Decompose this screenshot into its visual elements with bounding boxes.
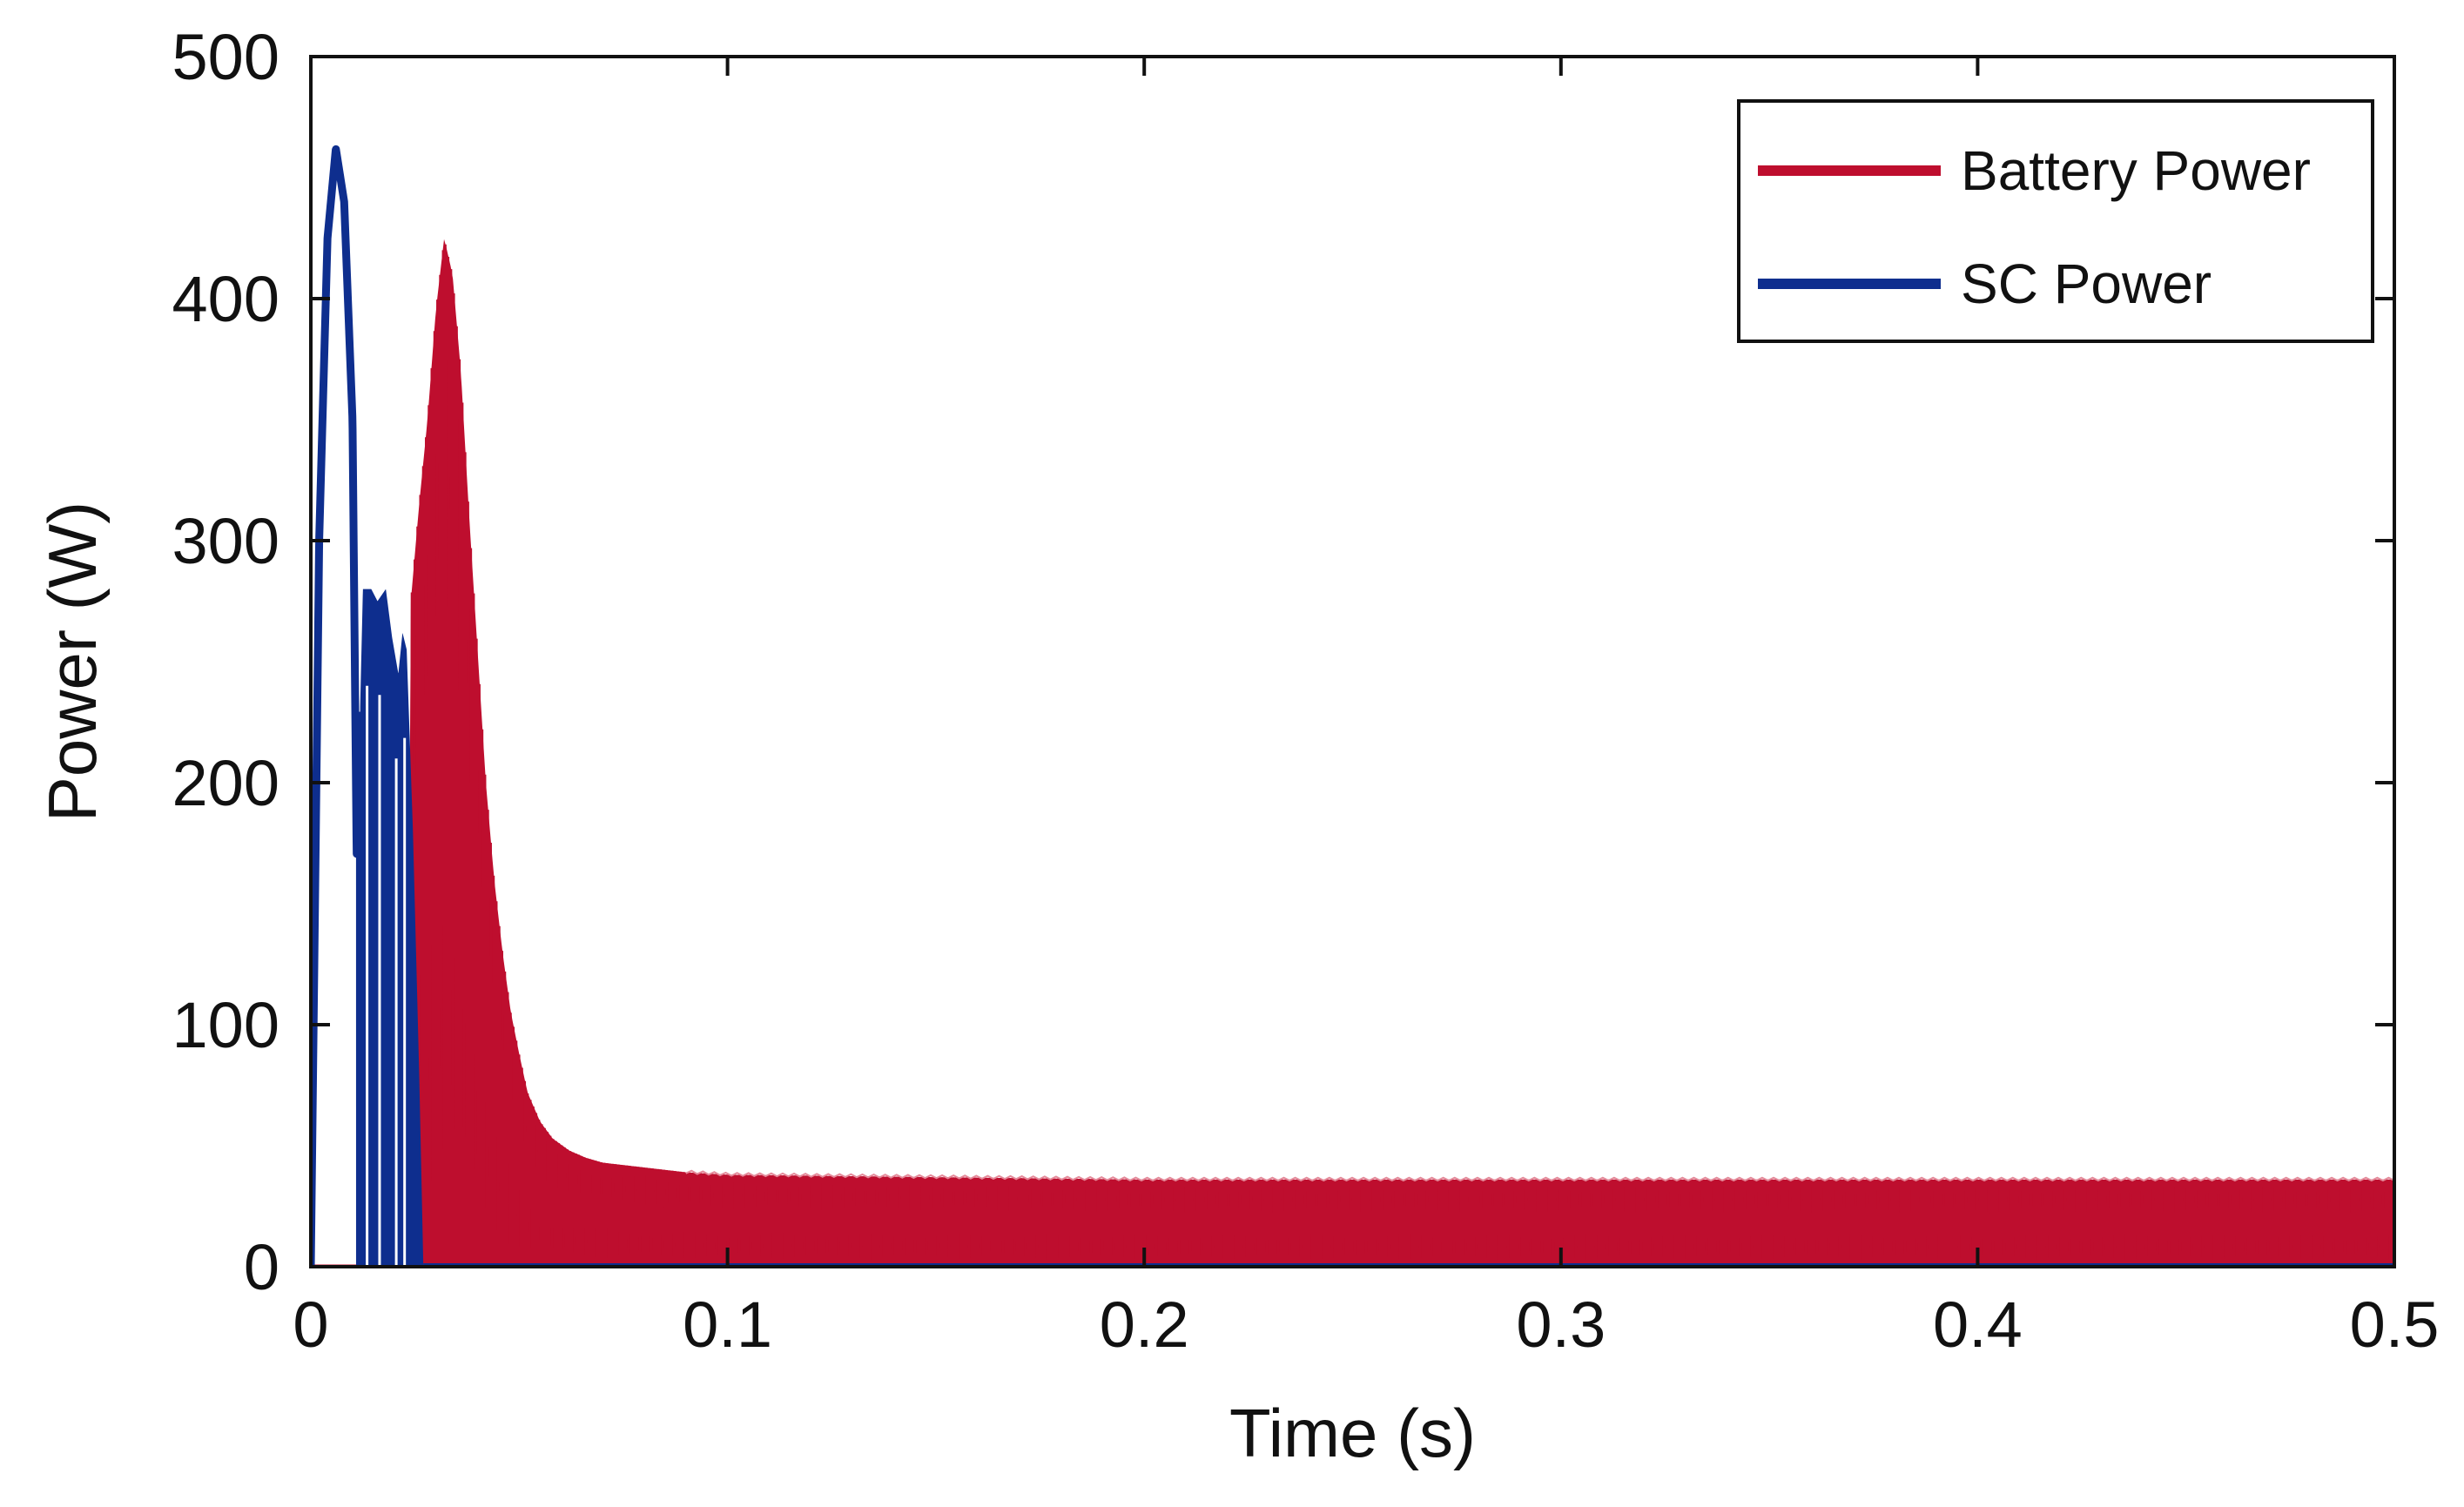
y-tick-label: 0 <box>244 1231 279 1303</box>
battery-power-edge <box>685 1169 2394 1182</box>
legend-label: Battery Power <box>1961 139 2311 202</box>
x-tick-label: 0 <box>293 1288 328 1361</box>
series-battery-power <box>311 239 2394 1267</box>
x-tick-label: 0.5 <box>2350 1288 2440 1361</box>
y-tick-label: 500 <box>172 21 279 93</box>
y-tick-label: 300 <box>172 505 279 577</box>
y-tick-label: 400 <box>172 263 279 335</box>
axes-box <box>309 55 2396 1268</box>
axes: 0 0.1 0.2 0.3 0.4 0.5 0 100 200 300 400 500 Time (s)… <box>34 21 2439 1471</box>
legend-label: SC Power <box>1961 252 2212 315</box>
sc-power-envelope <box>360 589 424 1267</box>
x-tick-label: 0.2 <box>1100 1288 1189 1361</box>
x-tick-label: 0.1 <box>683 1288 772 1361</box>
y-axis-title: Power (W) <box>34 501 111 822</box>
y-tick-label: 100 <box>172 989 279 1061</box>
sc-power-line <box>311 145 364 1267</box>
x-axis-title: Time (s) <box>1229 1395 1476 1471</box>
battery-power-line <box>407 244 2394 1267</box>
legend: Battery Power SC Power <box>1737 99 2374 343</box>
x-tick-label: 0.4 <box>1933 1288 2023 1361</box>
y-tick-label: 200 <box>172 747 279 819</box>
legend-box <box>1737 99 2374 343</box>
x-tick-label: 0.3 <box>1516 1288 1606 1361</box>
battery-power-envelope <box>408 239 2394 1267</box>
